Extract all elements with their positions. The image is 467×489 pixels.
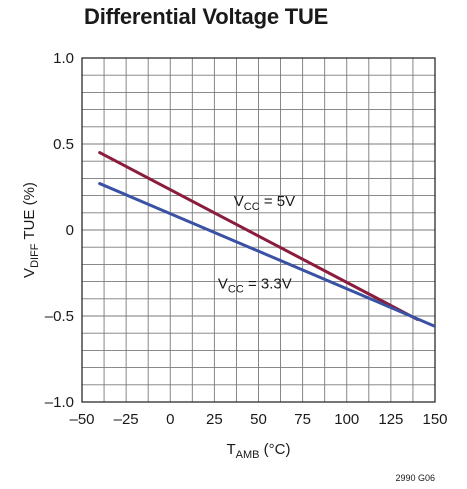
- x-tick-labels: –50 –25 0 25 50 75 100 125 150: [69, 411, 447, 428]
- y-tick-label: 0.5: [53, 136, 74, 153]
- plot-frame: [81, 57, 436, 403]
- x-tick-label: 100: [334, 411, 359, 428]
- y-axis-label: VDIFF TUE (%): [21, 182, 41, 278]
- y-tick-label: –1.0: [45, 394, 74, 411]
- y-tick-labels: –1.0 –0.5 0 0.5 1.0: [45, 50, 74, 411]
- x-tick-label: 0: [166, 411, 174, 428]
- grid: [81, 57, 436, 403]
- y-tick-label: –0.5: [45, 308, 74, 325]
- figure-code: 2990 G06: [395, 473, 435, 483]
- x-tick-label: –25: [114, 411, 139, 428]
- x-tick-label: 50: [250, 411, 267, 428]
- y-tick-label: 0: [66, 222, 74, 239]
- series-annotations: VCC = 5V VCC = 3.3V: [218, 193, 295, 296]
- x-tick-label: 125: [378, 411, 403, 428]
- series-annotation-0: VCC = 5V: [234, 193, 295, 213]
- series-annotation-1: VCC = 3.3V: [218, 275, 292, 295]
- series-line-1: [98, 182, 435, 328]
- chart-title: Differential Voltage TUE: [84, 4, 329, 29]
- y-tick-label: 1.0: [53, 50, 74, 67]
- x-tick-label: 150: [422, 411, 447, 428]
- x-tick-label: 75: [294, 411, 311, 428]
- x-tick-label: 25: [206, 411, 223, 428]
- x-axis-label: TAMB (°C): [226, 441, 290, 461]
- x-tick-label: –50: [69, 411, 94, 428]
- series-lines: [98, 151, 435, 328]
- series-line-0: [98, 151, 419, 321]
